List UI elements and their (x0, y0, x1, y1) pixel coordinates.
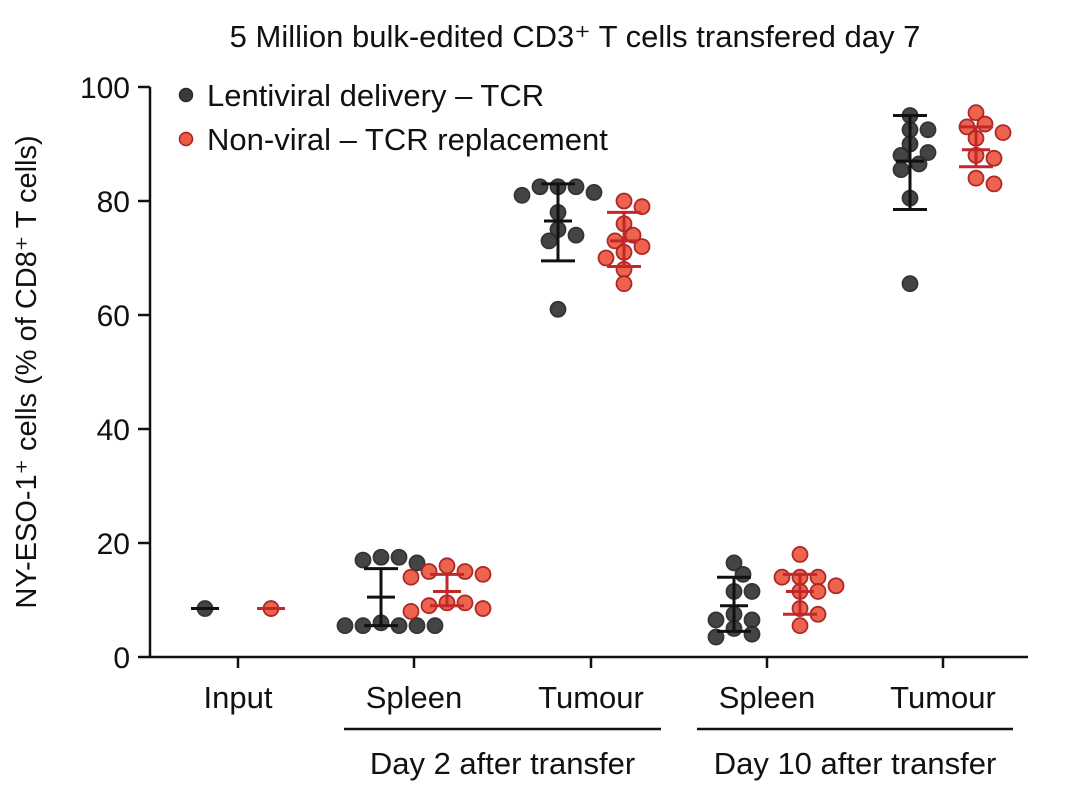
data-point (985, 175, 1003, 193)
data-point (919, 121, 937, 139)
data-point (567, 226, 585, 244)
data-point (372, 548, 390, 566)
data-point (336, 617, 354, 635)
data-point (773, 568, 791, 586)
data-point (967, 104, 985, 122)
data-point (633, 198, 651, 216)
legend-label-lentiviral: Lentiviral delivery – TCR (207, 78, 544, 113)
data-point (743, 611, 761, 629)
data-point (809, 568, 827, 586)
data-point (910, 155, 928, 173)
data-point (633, 238, 651, 256)
data-point (402, 603, 420, 620)
data-point (438, 557, 456, 575)
data-point (567, 178, 585, 196)
data-point (743, 583, 761, 600)
data-point (420, 563, 438, 580)
chart-title: 5 Million bulk-edited CD3⁺ T cells trans… (230, 19, 921, 54)
data-point (531, 178, 549, 196)
data-point (456, 594, 474, 612)
data-point (901, 275, 919, 293)
data-point (707, 628, 725, 646)
data-point (426, 617, 444, 635)
data-point (456, 563, 474, 580)
y-axis-label: NY-ESO-1⁺ cells (% of CD8⁺ T cells) (11, 135, 43, 608)
data-point (408, 617, 426, 635)
data-point (743, 625, 761, 643)
x-tick-label: Tumour (538, 680, 644, 715)
data-point (402, 568, 420, 586)
data-point (615, 192, 633, 210)
data-point (549, 300, 567, 318)
group-label: Day 10 after transfer (714, 746, 997, 781)
data-point (985, 149, 1003, 167)
y-tick-label: 100 (80, 72, 130, 105)
data-point (597, 249, 615, 267)
x-tick-label: Spleen (366, 680, 463, 715)
data-point (707, 611, 725, 629)
y-tick-label: 40 (97, 414, 130, 447)
data-point (390, 548, 408, 566)
data-point (791, 546, 809, 563)
legend: Lentiviral delivery – TCR Non-viral – TC… (178, 78, 608, 157)
data-point (976, 115, 994, 133)
data-point (354, 551, 372, 569)
data-point (513, 186, 531, 204)
legend-marker-lentiviral (178, 87, 194, 103)
data-point (791, 617, 809, 635)
data-point (734, 565, 752, 583)
x-axis: Input Spleen Tumour Spleen Tumour Day 2 after… (149, 655, 1028, 781)
legend-label-nonviral: Non-viral – TCR replacement (207, 122, 608, 157)
data-point (994, 124, 1012, 142)
data-point (827, 577, 845, 595)
data-point (408, 554, 426, 572)
data-point (725, 554, 743, 572)
data-point (967, 169, 985, 187)
data-points (196, 104, 1012, 646)
error-bars (191, 114, 993, 633)
y-tick-label: 0 (113, 642, 130, 675)
legend-marker-nonviral (178, 131, 194, 147)
group-label: Day 2 after transfer (370, 746, 635, 781)
y-axis: 0 20 40 60 80 100 (80, 72, 152, 675)
x-tick-label: Spleen (719, 680, 816, 715)
data-point (919, 144, 937, 161)
x-tick-label: Tumour (890, 680, 996, 715)
data-point (474, 565, 492, 583)
y-tick-label: 20 (97, 528, 130, 561)
x-tick-label: Input (204, 680, 273, 715)
data-point (585, 184, 603, 201)
data-point (540, 232, 558, 250)
y-tick-label: 60 (97, 300, 130, 333)
data-point (892, 161, 910, 179)
data-point (474, 600, 492, 617)
y-tick-label: 80 (97, 186, 130, 219)
data-point (615, 275, 633, 293)
